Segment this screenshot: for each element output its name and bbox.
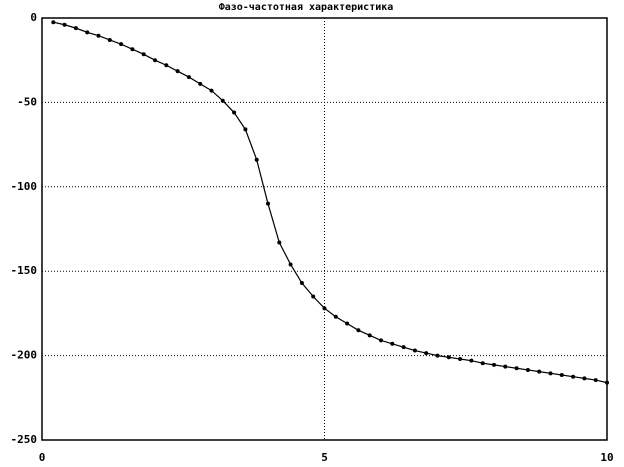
x-tick-label: 5 [321,451,328,464]
point [288,262,293,267]
point [379,338,383,343]
x-tick-label: 0 [39,451,46,464]
point [446,355,451,360]
y-tick-label: 0 [30,11,37,24]
y-tick-label: -50 [17,95,37,108]
point [254,157,259,162]
y-tick-label: -100 [11,180,38,193]
point [345,321,350,326]
point [119,42,124,47]
point [243,127,248,132]
point [492,362,496,367]
point [141,52,146,57]
point [73,26,78,31]
chart-title: Фазо-частотная характеристика [219,2,394,13]
point [333,314,338,319]
point [480,361,485,366]
point [514,366,519,371]
point [582,376,587,381]
point [401,345,406,350]
point [277,240,282,245]
point [220,98,225,103]
point [266,201,270,206]
point [503,364,508,369]
point [299,281,304,286]
point [424,351,429,356]
point [571,374,576,379]
point [186,75,191,80]
plot-frame [41,17,608,441]
point [367,333,372,338]
point [51,20,56,25]
y-tick-label: -250 [11,433,38,446]
point [593,378,598,383]
point [175,69,180,74]
point [107,37,112,42]
point [435,353,440,358]
point [537,369,542,374]
point [356,328,361,333]
point [458,356,463,361]
point [85,30,90,35]
point [153,58,157,63]
point [311,294,316,299]
point [62,22,67,27]
point [525,367,530,372]
point [390,341,395,346]
point [605,380,609,385]
point [198,81,203,86]
point [209,88,214,93]
point [469,358,474,363]
point [412,348,417,353]
point [232,110,237,115]
point [322,306,327,311]
point [130,47,135,52]
point [164,63,169,68]
x-tick-label: 10 [600,451,613,464]
point [559,373,564,378]
y-tick-label: -150 [11,264,38,277]
point [548,371,553,376]
y-tick-label: -200 [11,349,38,362]
point [96,33,101,38]
